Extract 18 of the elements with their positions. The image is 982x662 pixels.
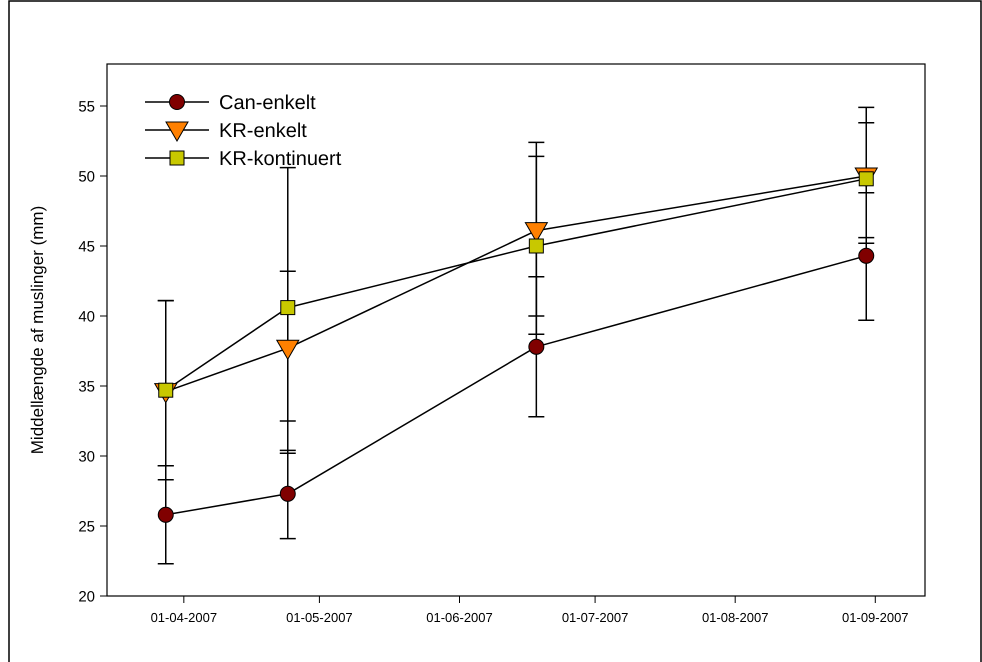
y-tick-label: 20 — [78, 588, 95, 606]
y-tick-label: 35 — [78, 378, 95, 396]
legend-label: KR-kontinuert — [219, 148, 342, 170]
x-tick-label: 01-06-2007 — [426, 610, 493, 625]
y-axis-title: Middellængde af muslinger (mm) — [28, 206, 47, 454]
x-tick-label: 01-09-2007 — [842, 610, 909, 625]
x-tick-label: 01-05-2007 — [286, 610, 353, 625]
y-tick-label: 25 — [78, 518, 95, 536]
legend-label: KR-enkelt — [219, 120, 308, 142]
y-tick-label: 55 — [78, 98, 95, 116]
x-tick-label: 01-07-2007 — [562, 610, 628, 625]
x-tick-label: 01-08-2007 — [702, 610, 768, 625]
legend-label: Can-enkelt — [219, 92, 316, 114]
y-tick-label: 50 — [78, 168, 95, 186]
x-tick-label: 01-04-2007 — [150, 610, 218, 625]
y-tick-label: 40 — [78, 308, 95, 326]
y-tick-label: 30 — [78, 448, 95, 466]
y-tick-label: 45 — [78, 238, 95, 256]
